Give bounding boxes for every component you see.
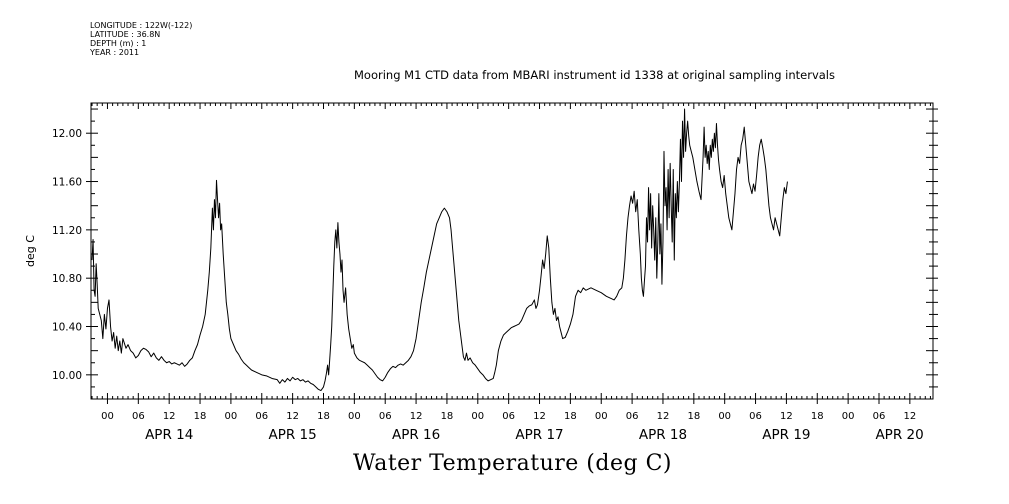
x-day-label: APR 15 bbox=[269, 427, 317, 443]
temperature-series-line bbox=[91, 108, 788, 392]
x-tick-label: 18 bbox=[317, 411, 330, 422]
x-tick-label: 06 bbox=[379, 411, 392, 422]
x-tick-label: 00 bbox=[101, 411, 114, 422]
footer-caption: Water Temperature (deg C) bbox=[353, 451, 672, 476]
x-tick-label: 18 bbox=[194, 411, 207, 422]
footer-caption-row: Water Temperature (deg C) bbox=[0, 451, 1009, 476]
x-tick-label: 18 bbox=[687, 411, 700, 422]
x-tick-label: 00 bbox=[595, 411, 608, 422]
x-tick-label: 06 bbox=[255, 411, 268, 422]
x-tick-label: 06 bbox=[132, 411, 145, 422]
x-tick-label: 06 bbox=[749, 411, 762, 422]
x-tick-label: 06 bbox=[502, 411, 515, 422]
axis-ticks bbox=[86, 103, 938, 404]
x-tick-label: 00 bbox=[225, 411, 238, 422]
x-tick-label: 12 bbox=[780, 411, 793, 422]
plot-frame bbox=[90, 102, 934, 400]
y-tick-label: 11.60 bbox=[52, 177, 82, 189]
latitude-line: LATITUDE : 36.8N bbox=[90, 30, 161, 39]
x-tick-label: 00 bbox=[718, 411, 731, 422]
y-tick-label: 10.40 bbox=[52, 322, 82, 334]
x-tick-label: 18 bbox=[441, 411, 454, 422]
x-day-label: APR 14 bbox=[145, 427, 193, 443]
x-day-label: APR 16 bbox=[392, 427, 440, 443]
x-tick-label: 12 bbox=[163, 411, 176, 422]
x-tick-label: 00 bbox=[348, 411, 361, 422]
y-tick-label: 11.20 bbox=[52, 225, 82, 237]
x-tick-label: 18 bbox=[564, 411, 577, 422]
series-group bbox=[91, 108, 788, 392]
axis-labels: 00 06 12 18 00 06 12 18 00 06 12 18 00 06 12 18 00 06 12 18… bbox=[52, 128, 924, 443]
metadata-block: LONGITUDE : 122W(-122) LATITUDE : 36.8N … bbox=[90, 21, 192, 57]
x-tick-label: 06 bbox=[873, 411, 886, 422]
x-tick-label: 06 bbox=[626, 411, 639, 422]
chart-title-row: Mooring M1 CTD data from MBARI instrumen… bbox=[0, 68, 1009, 82]
y-tick-label: 12.00 bbox=[52, 128, 82, 140]
y-axis-label: deg C bbox=[24, 235, 37, 267]
y-tick-label: 10.00 bbox=[52, 370, 82, 382]
chart-title: Mooring M1 CTD data from MBARI instrumen… bbox=[354, 68, 835, 82]
x-tick-label: 12 bbox=[286, 411, 299, 422]
x-tick-label: 12 bbox=[657, 411, 670, 422]
year-line: YEAR : 2011 bbox=[90, 48, 140, 57]
longitude-line: LONGITUDE : 122W(-122) bbox=[90, 21, 193, 30]
x-tick-label: 00 bbox=[471, 411, 484, 422]
x-day-label: APR 17 bbox=[515, 427, 563, 443]
x-day-label: APR 20 bbox=[875, 427, 923, 443]
x-day-label: APR 18 bbox=[639, 427, 687, 443]
x-tick-label: 12 bbox=[533, 411, 546, 422]
x-tick-label: 00 bbox=[842, 411, 855, 422]
x-tick-label: 12 bbox=[903, 411, 916, 422]
y-tick-label: 10.80 bbox=[52, 273, 82, 285]
x-tick-label: 18 bbox=[811, 411, 824, 422]
x-tick-label: 12 bbox=[410, 411, 423, 422]
x-day-label: APR 19 bbox=[762, 427, 810, 443]
depth-line: DEPTH (m) : 1 bbox=[90, 39, 147, 48]
